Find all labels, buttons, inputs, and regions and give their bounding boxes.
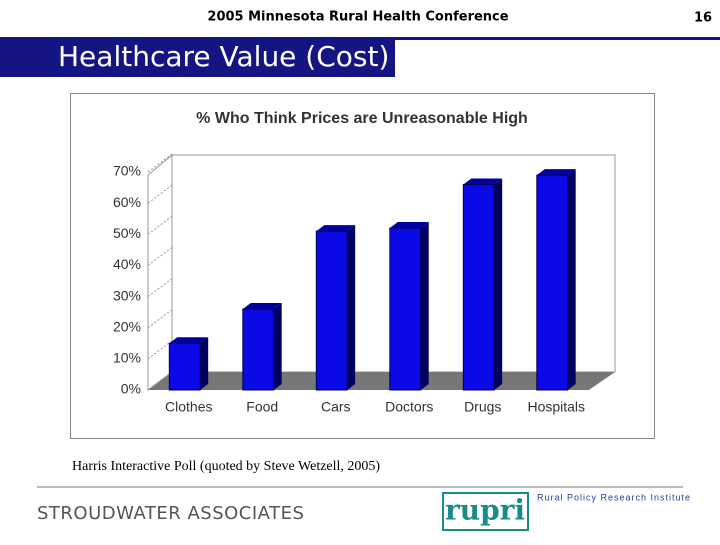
conference-name: 2005 Minnesota Rural Health Conference	[207, 10, 508, 25]
bar-top	[242, 303, 282, 310]
bar-top	[536, 169, 576, 176]
logo-box	[442, 492, 529, 531]
grid-line	[147, 184, 173, 204]
y-tick-label: 50%	[113, 225, 141, 241]
grid-line	[147, 340, 173, 360]
y-tick-label: 40%	[113, 256, 141, 272]
bar-side	[200, 337, 209, 390]
chart-title: % Who Think Prices are Unreasonable High	[196, 110, 528, 127]
bar	[462, 183, 495, 391]
bar-side	[420, 222, 429, 390]
bar	[168, 342, 201, 391]
y-tick-label: 20%	[113, 318, 141, 334]
grid-line	[147, 278, 173, 297]
page-number: 16	[694, 11, 712, 26]
institute-name: Rural Policy Research Institute	[537, 492, 691, 502]
bar-side	[494, 178, 503, 390]
grid-line	[147, 247, 173, 266]
y-tick-label: 60%	[113, 194, 141, 210]
grid-line	[147, 153, 173, 173]
bar-top	[169, 337, 209, 344]
bar-side	[273, 303, 282, 390]
bar-top	[389, 222, 429, 229]
slide-title: Healthcare Value (Cost)	[58, 40, 389, 73]
x-tick-label: Drugs	[464, 399, 501, 415]
bar-top	[463, 178, 503, 185]
x-tick-label: Hospitals	[527, 399, 585, 415]
y-tick-label: 10%	[113, 350, 141, 366]
bar	[389, 227, 422, 391]
grid-line	[147, 309, 173, 329]
side-wall	[147, 153, 173, 391]
source-note: Harris Interactive Poll (quoted by Steve…	[72, 459, 380, 474]
grid-line	[147, 371, 173, 391]
y-tick-label: 70%	[113, 163, 141, 179]
x-tick-label: Cars	[321, 399, 351, 415]
x-tick-label: Doctors	[385, 399, 433, 415]
logo-text: rupri	[445, 494, 525, 527]
bar-side	[567, 169, 576, 390]
x-tick-label: Food	[246, 399, 278, 415]
x-tick-label: Clothes	[165, 399, 212, 415]
y-tick-label: 0%	[121, 381, 141, 397]
bar-top	[316, 225, 356, 232]
bar	[242, 308, 275, 391]
bar	[536, 174, 569, 391]
company-name: STROUDWATER ASSOCIATES	[37, 503, 304, 524]
title-band	[0, 37, 395, 77]
bar-side	[347, 225, 356, 390]
grid-line	[147, 215, 173, 235]
y-tick-label: 30%	[113, 287, 141, 303]
bar	[315, 230, 348, 391]
